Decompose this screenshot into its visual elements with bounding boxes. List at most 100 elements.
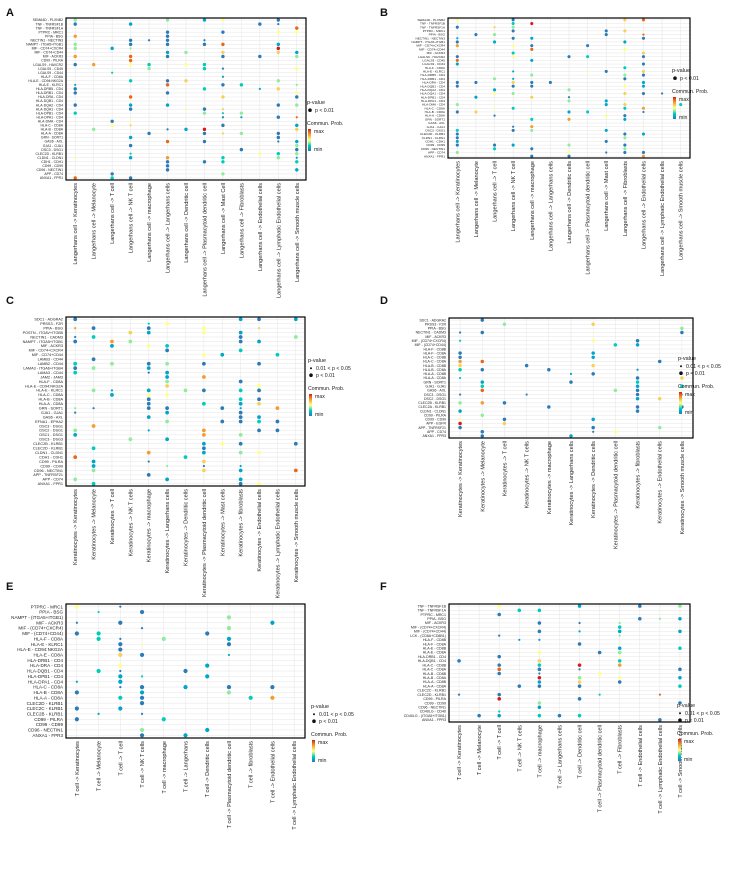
row-label: MIF - CD74+CXCR4 xyxy=(416,44,445,48)
row-label: NAMPT - ITGA5+ITGB1 xyxy=(26,43,63,47)
dot xyxy=(295,54,299,59)
dot xyxy=(623,29,627,33)
col-label: Langerhans cell -> Dendritic cell xyxy=(184,183,190,263)
col-label: T cell -> T cell xyxy=(497,725,503,760)
dot xyxy=(146,473,151,477)
color-scale-bar xyxy=(308,129,311,151)
dot xyxy=(458,425,462,430)
row-label: CD99 - PILRA xyxy=(423,697,446,701)
col-label: T cell -> fibroblasts xyxy=(249,741,255,788)
dot xyxy=(577,684,582,688)
legend-prob-title: Commun. Prob. xyxy=(308,386,344,392)
dot xyxy=(497,663,501,667)
dot xyxy=(221,30,225,34)
col-label: Langerhans cell -> Mast Cell xyxy=(221,183,227,254)
col-label: T cell -> Endothelial cells xyxy=(638,725,644,787)
row-label: DSC3 - DSG1 xyxy=(425,128,445,132)
dot xyxy=(73,87,77,91)
row-label: DSC3 - DSG1 xyxy=(39,424,63,428)
dot xyxy=(147,429,150,432)
dot xyxy=(74,335,77,339)
row-label: CLDN1 - CLDN1 xyxy=(35,451,63,455)
dot xyxy=(623,103,627,107)
dot xyxy=(257,419,261,424)
row-label: PPIA - BSG xyxy=(427,617,446,621)
dot xyxy=(604,69,608,73)
col-label: Langerhans cell -> NK T cell xyxy=(511,161,517,231)
dot xyxy=(146,366,151,371)
dot xyxy=(146,397,151,402)
row-label: CLEC2C - KLRB1 xyxy=(417,689,446,693)
dot xyxy=(91,366,96,371)
color-scale-bar xyxy=(679,392,682,414)
legend-pvalue-item: p < 0.01 xyxy=(680,76,699,82)
dot xyxy=(295,103,299,107)
dot xyxy=(604,99,608,103)
col-label: T cell -> Endothelial cells xyxy=(270,741,276,803)
dot xyxy=(455,80,459,85)
dot xyxy=(641,62,646,66)
dot xyxy=(96,668,101,674)
row-label: CLEC2D - KLRB1 xyxy=(417,693,446,697)
dot xyxy=(458,367,462,372)
dot xyxy=(221,42,225,47)
row-label: CLEC2C - KLRB1 xyxy=(27,706,64,711)
dot xyxy=(480,401,485,405)
row-label: HLA-A - CD8B xyxy=(423,680,447,684)
dot xyxy=(202,446,206,451)
dot xyxy=(110,119,114,123)
dot xyxy=(276,46,281,51)
dot xyxy=(221,75,225,78)
dot xyxy=(455,150,459,155)
dot xyxy=(96,636,101,641)
dot xyxy=(165,30,170,34)
row-label: MIF - CD74+CD44 xyxy=(34,51,63,55)
dot xyxy=(480,367,485,372)
dot xyxy=(530,36,534,40)
dot xyxy=(678,701,682,705)
row-label: SDC1 - ADGRA2 xyxy=(34,318,63,322)
dot xyxy=(617,675,622,680)
col-label: Langerhans cell -> Keratinocytes xyxy=(455,161,461,243)
dot xyxy=(275,419,280,424)
dot xyxy=(295,95,299,99)
dot xyxy=(512,77,515,80)
dot xyxy=(128,437,133,442)
row-label: HLA-F - CD8A xyxy=(423,351,446,355)
dot xyxy=(455,128,459,132)
col-label: Keratinocytes -> Langerhans cells xyxy=(165,489,171,574)
dot xyxy=(220,406,225,411)
dot xyxy=(73,42,77,47)
dot xyxy=(618,621,621,625)
legend-pvalue-item: p < 0.01 xyxy=(316,373,335,379)
dot xyxy=(623,47,627,51)
dot xyxy=(492,40,497,44)
row-label: GAS6 - AXL xyxy=(428,121,445,125)
row-label: ANXA1 - FPR1 xyxy=(38,482,63,486)
dot xyxy=(512,70,515,73)
legend: p-value 0.01 < p < 0.05p < 0.01 Commun. Pr… xyxy=(677,703,720,763)
dot xyxy=(635,409,640,413)
row-label: HLA-E - KLRC1 xyxy=(423,70,445,74)
row-label: HLA-B - CD8A xyxy=(423,676,447,680)
dot xyxy=(547,367,551,372)
row-label: HLA-DMA - CD4 xyxy=(422,103,445,107)
dot xyxy=(205,674,210,679)
dot xyxy=(202,428,206,433)
dot xyxy=(537,608,542,613)
row-label: HLA-DRB5 - CD4 xyxy=(36,87,63,91)
dot xyxy=(205,727,210,733)
dot xyxy=(73,34,77,38)
dot xyxy=(75,621,78,624)
dot xyxy=(638,616,642,621)
dot xyxy=(591,339,595,343)
dot xyxy=(128,58,133,63)
dots xyxy=(458,318,684,438)
row-label: CLEC2A - KLRB1 xyxy=(418,405,446,409)
legend-size-dot xyxy=(679,371,683,376)
row-label: HLA-DRB1 - CD4 xyxy=(421,77,446,81)
dot xyxy=(617,646,622,651)
